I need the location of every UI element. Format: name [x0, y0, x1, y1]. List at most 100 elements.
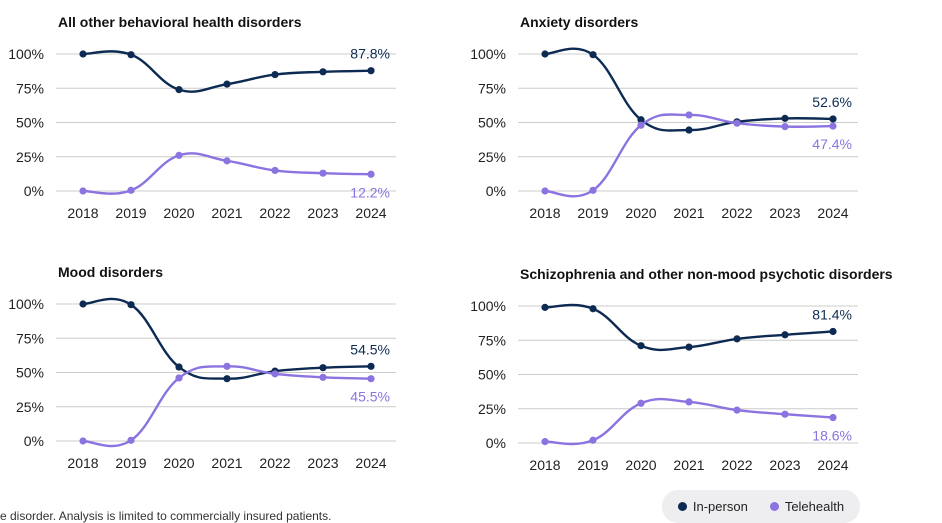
x-tick-label: 2020: [625, 457, 656, 473]
in-person-point: [589, 51, 597, 59]
in-person-point: [829, 115, 837, 123]
x-tick-label: 2023: [769, 457, 800, 473]
telehealth-point: [223, 157, 231, 165]
y-tick-label: 25%: [478, 149, 506, 165]
in-person-point: [223, 375, 231, 383]
telehealth-point: [271, 166, 279, 175]
telehealth-point: [733, 119, 741, 127]
in-person-point: [127, 301, 135, 309]
in-person-point: [319, 68, 327, 76]
telehealth-point: [175, 374, 183, 382]
telehealth-point: [733, 406, 741, 414]
telehealth-point: [829, 122, 837, 130]
telehealth-point: [79, 187, 87, 195]
in-person-point: [541, 50, 549, 58]
in-person-point: [175, 86, 183, 94]
x-tick-label: 2018: [529, 457, 560, 473]
telehealth-end-label: 12.2%: [350, 184, 390, 200]
in-person-point: [79, 300, 87, 308]
telehealth-point: [367, 170, 375, 178]
in-person-point: [733, 335, 741, 343]
x-tick-label: 2018: [67, 455, 98, 471]
in-person-point: [127, 51, 135, 59]
in-person-point: [223, 80, 231, 88]
line-chart-mood: 100% 75% 50% 25% 0% 2018 2019 2020 2021 2022 2023 2…: [8, 296, 396, 471]
in-person-end-label: 52.6%: [812, 94, 852, 110]
x-tick-label: 2018: [67, 205, 98, 221]
in-person-point: [781, 114, 789, 122]
y-tick-label: 75%: [478, 80, 506, 96]
y-tick-label: 75%: [16, 330, 44, 346]
y-tick-label: 75%: [16, 80, 44, 96]
telehealth-point: [685, 111, 693, 119]
legend-label-in-person: In-person: [692, 499, 748, 514]
y-tick-label: 75%: [478, 332, 506, 348]
telehealth-point: [589, 186, 597, 194]
line-chart-anxiety: 100% 75% 50% 25% 0% 2018 2019 2020 2021 2022 2023 2…: [470, 46, 858, 221]
y-tick-label: 100%: [8, 296, 44, 312]
telehealth-point: [127, 186, 135, 194]
y-tick-label: 25%: [478, 401, 506, 417]
telehealth-point: [589, 436, 597, 444]
in-person-point: [637, 342, 645, 350]
line-chart-schizophrenia: 100% 75% 50% 25% 0% 2018 2019 2020 2021 2022 2023 2…: [470, 298, 858, 473]
in-person-end-label: 54.5%: [350, 341, 390, 357]
telehealth-point: [367, 375, 375, 383]
x-tick-label: 2022: [721, 205, 752, 221]
telehealth-point: [637, 399, 645, 407]
chart-panel-mood: Mood disorders 100% 75% 50% 25% 0% 2018 2019 20…: [0, 264, 420, 494]
y-tick-label: 50%: [16, 115, 44, 131]
chart-title: Schizophrenia and other non-mood psychot…: [520, 266, 893, 282]
x-tick-label: 2018: [529, 205, 560, 221]
telehealth-point: [781, 410, 789, 418]
legend-item-telehealth: Telehealth: [769, 499, 844, 514]
y-tick-label: 100%: [8, 46, 44, 62]
in-person-point: [271, 70, 279, 79]
telehealth-dot-icon: [769, 502, 779, 511]
x-tick-label: 2023: [307, 455, 338, 471]
x-tick-label: 2020: [163, 205, 194, 221]
x-tick-label: 2023: [769, 205, 800, 221]
footnote: e disorder. Analysis is limited to comme…: [0, 509, 332, 523]
y-tick-label: 50%: [16, 365, 44, 381]
telehealth-end-label: 18.6%: [812, 428, 852, 444]
telehealth-point: [829, 413, 837, 422]
x-tick-label: 2019: [115, 205, 146, 221]
y-tick-label: 100%: [470, 46, 506, 62]
chart-title: Anxiety disorders: [520, 14, 639, 30]
in-person-line: [543, 303, 835, 352]
x-tick-label: 2021: [211, 455, 242, 471]
telehealth-end-label: 47.4%: [812, 136, 852, 152]
legend: In-person Telehealth: [662, 490, 860, 523]
telehealth-point: [223, 362, 231, 370]
telehealth-point: [781, 123, 789, 131]
x-tick-label: 2021: [211, 205, 242, 221]
telehealth-point: [541, 187, 549, 195]
telehealth-end-label: 45.5%: [350, 389, 390, 405]
x-tick-label: 2022: [259, 455, 290, 471]
y-tick-label: 0%: [24, 183, 44, 199]
telehealth-point: [271, 370, 279, 378]
x-tick-label: 2019: [115, 455, 146, 471]
in-person-point: [79, 50, 87, 58]
x-tick-label: 2024: [817, 457, 848, 473]
y-tick-label: 50%: [478, 367, 506, 383]
telehealth-point: [541, 438, 549, 446]
line-chart-all-other: 100% 75% 50% 25% 0% 2018 2019 2020 2021 2022 2023 2…: [8, 46, 396, 221]
telehealth-point: [319, 373, 327, 381]
chart-panel-all-other: All other behavioral health disorders 10…: [0, 14, 420, 244]
x-tick-label: 2019: [577, 457, 608, 473]
x-tick-label: 2023: [307, 205, 338, 221]
in-person-point: [367, 67, 375, 75]
in-person-point: [685, 343, 693, 351]
telehealth-point: [79, 437, 87, 445]
y-tick-label: 50%: [478, 115, 506, 131]
telehealth-point: [319, 169, 327, 177]
chart-title: Mood disorders: [58, 264, 164, 280]
x-tick-label: 2021: [673, 205, 704, 221]
x-tick-label: 2019: [577, 205, 608, 221]
y-tick-label: 0%: [486, 183, 506, 199]
x-tick-label: 2024: [355, 455, 386, 471]
x-tick-label: 2020: [163, 455, 194, 471]
in-person-point: [829, 327, 837, 336]
